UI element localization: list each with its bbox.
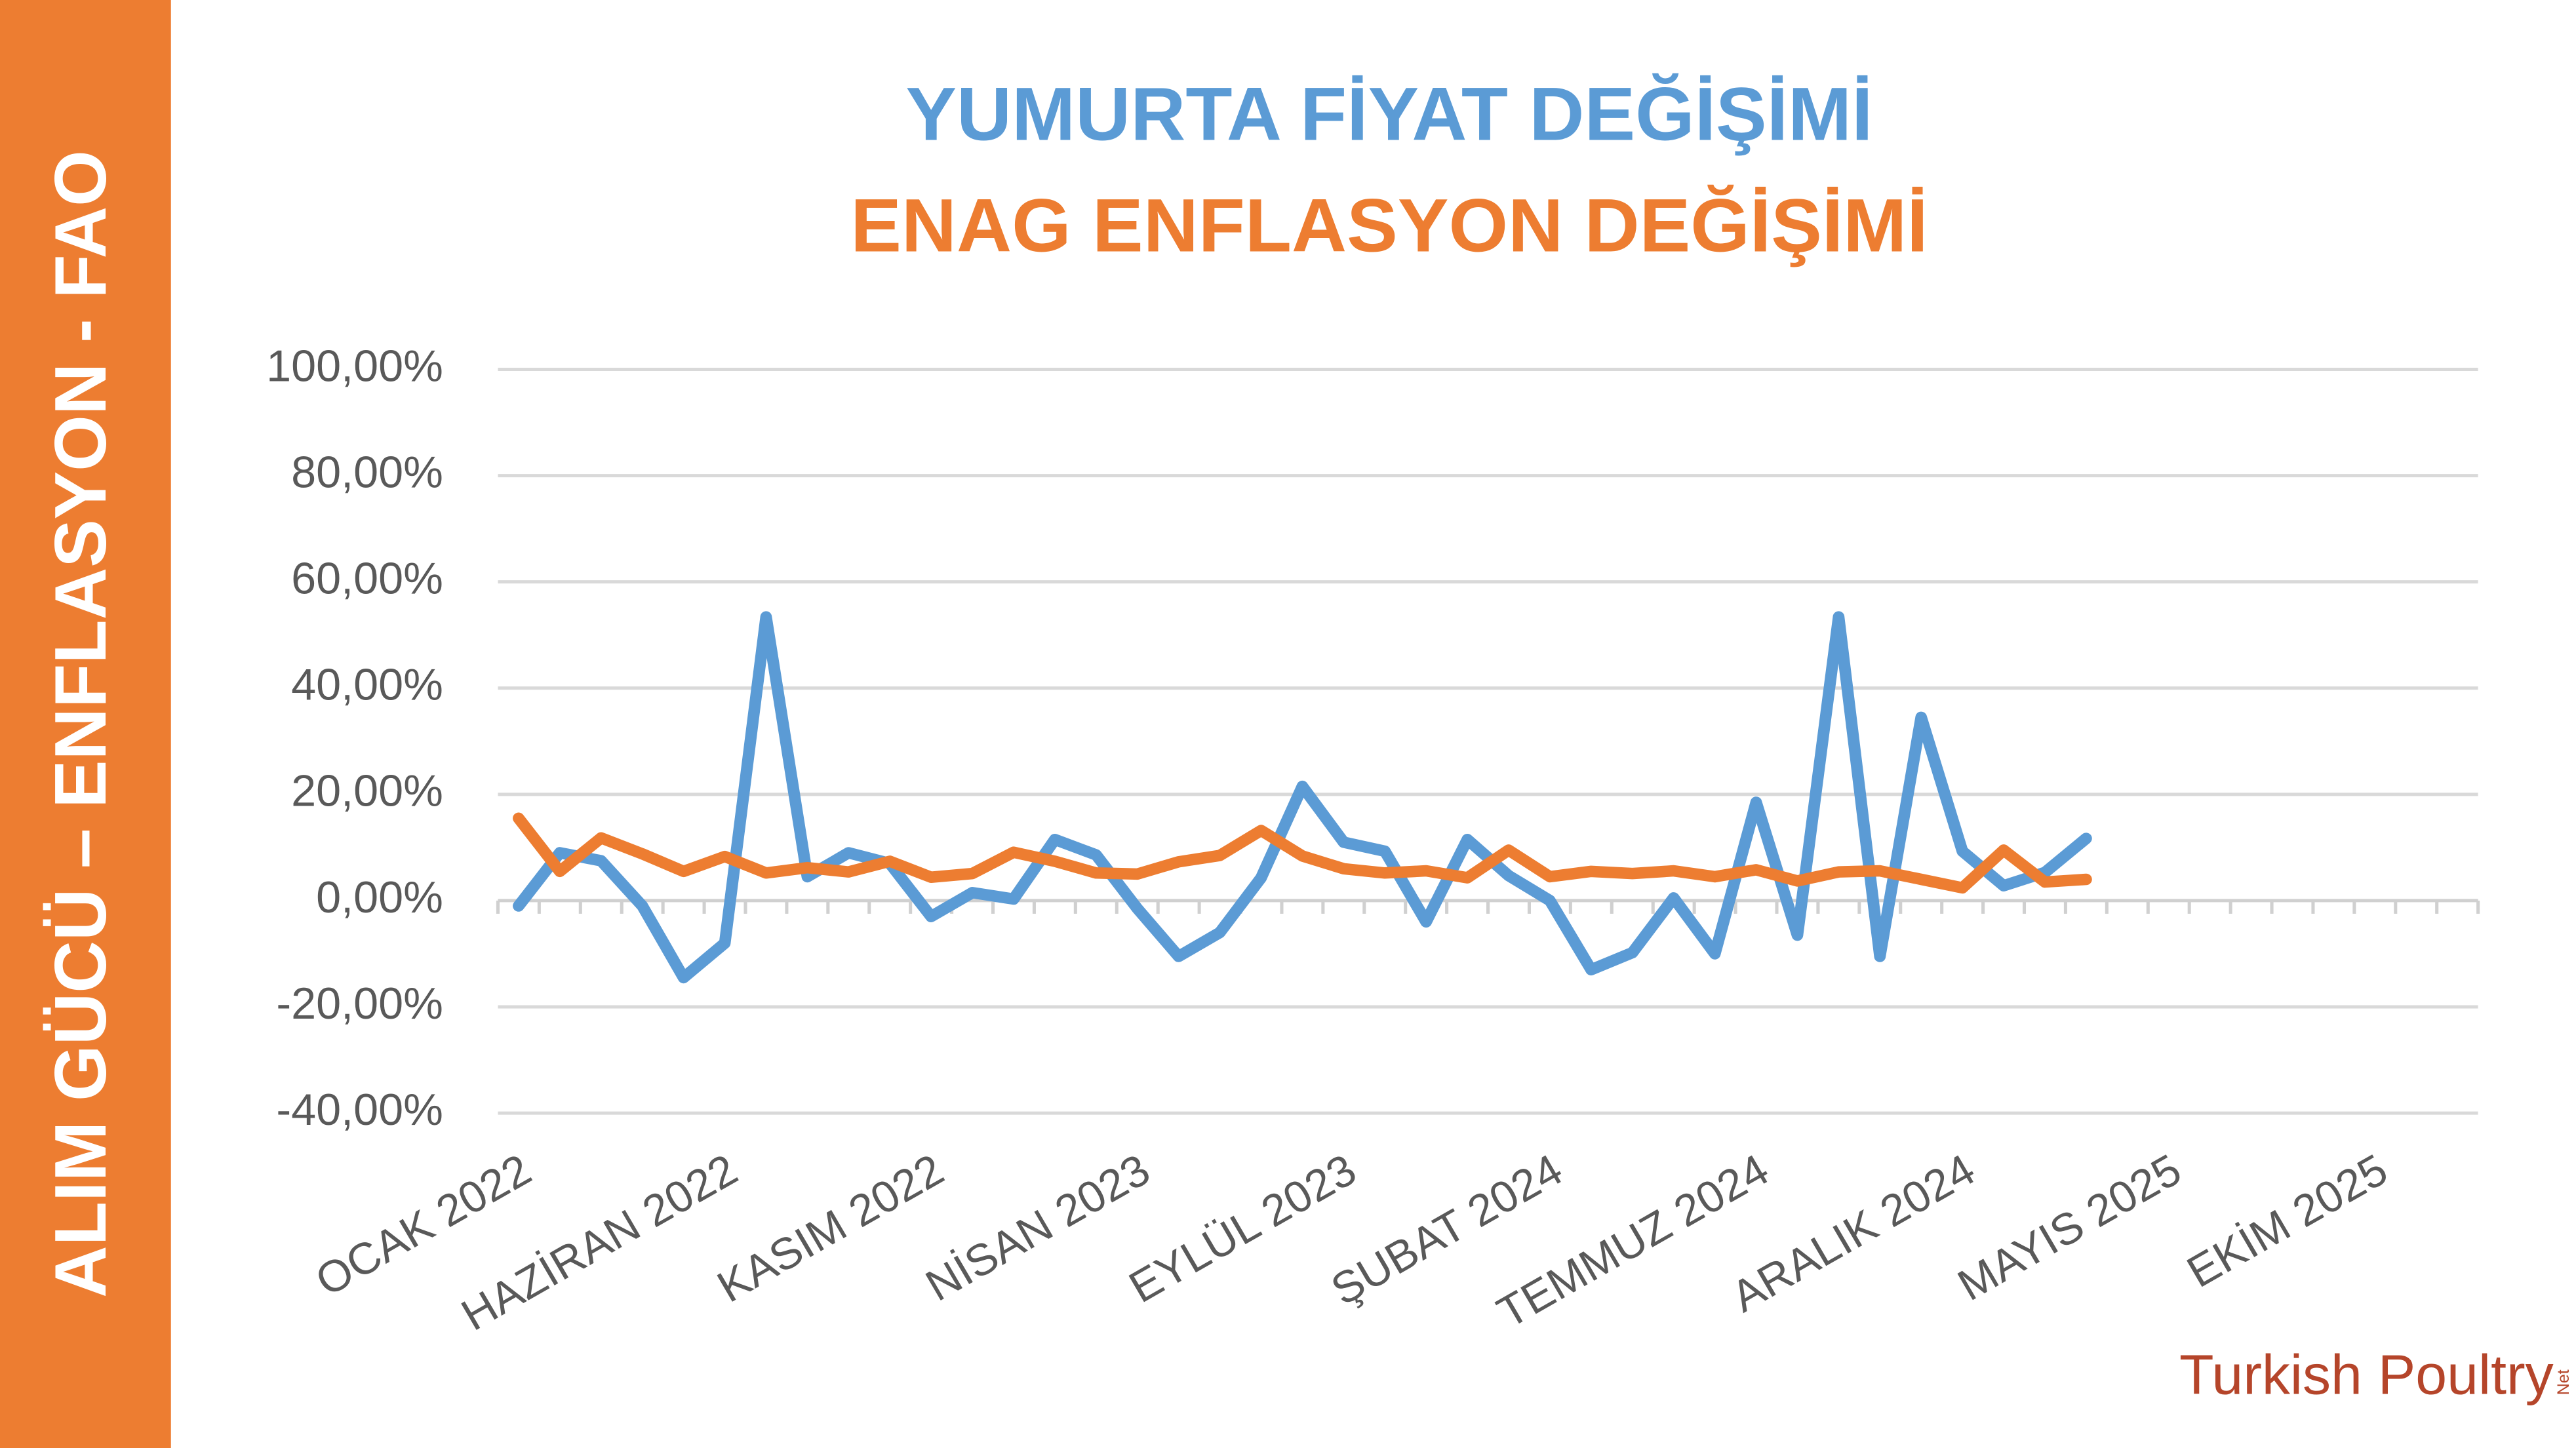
series-line [513, 611, 2092, 984]
series-line [513, 812, 2092, 894]
y-tick-label: 20,00% [291, 766, 443, 816]
y-tick-label: 80,00% [291, 448, 443, 498]
x-tick-label: MAYIS 2025 [1949, 1145, 2189, 1310]
y-tick-label: 100,00% [266, 342, 443, 391]
y-tick-label: -20,00% [276, 979, 443, 1028]
legend-title: ENAG ENFLASYON DEĞİŞİMİ [850, 183, 1928, 267]
y-tick-label: 40,00% [291, 660, 443, 710]
y-tick-label: 0,00% [316, 872, 443, 922]
x-tick-label: KASIM 2022 [709, 1145, 951, 1312]
x-tick-label: NİSAN 2023 [917, 1145, 1158, 1310]
x-tick-label: EKİM 2025 [2179, 1145, 2396, 1297]
logo-suffix: Net [2554, 1369, 2573, 1395]
legend-title: YUMURTA FİYAT DEĞİŞİMİ [905, 71, 1873, 156]
sidebar [0, 0, 171, 1448]
y-tick-label: 60,00% [291, 554, 443, 604]
logo: Turkish Poultry [2179, 1344, 2554, 1406]
x-tick-label: EYLÜL 2023 [1120, 1145, 1364, 1312]
y-tick-label: -40,00% [276, 1085, 443, 1135]
sidebar-text: ALIM GÜCÜ – ENFLASYON - FAO [41, 150, 122, 1298]
